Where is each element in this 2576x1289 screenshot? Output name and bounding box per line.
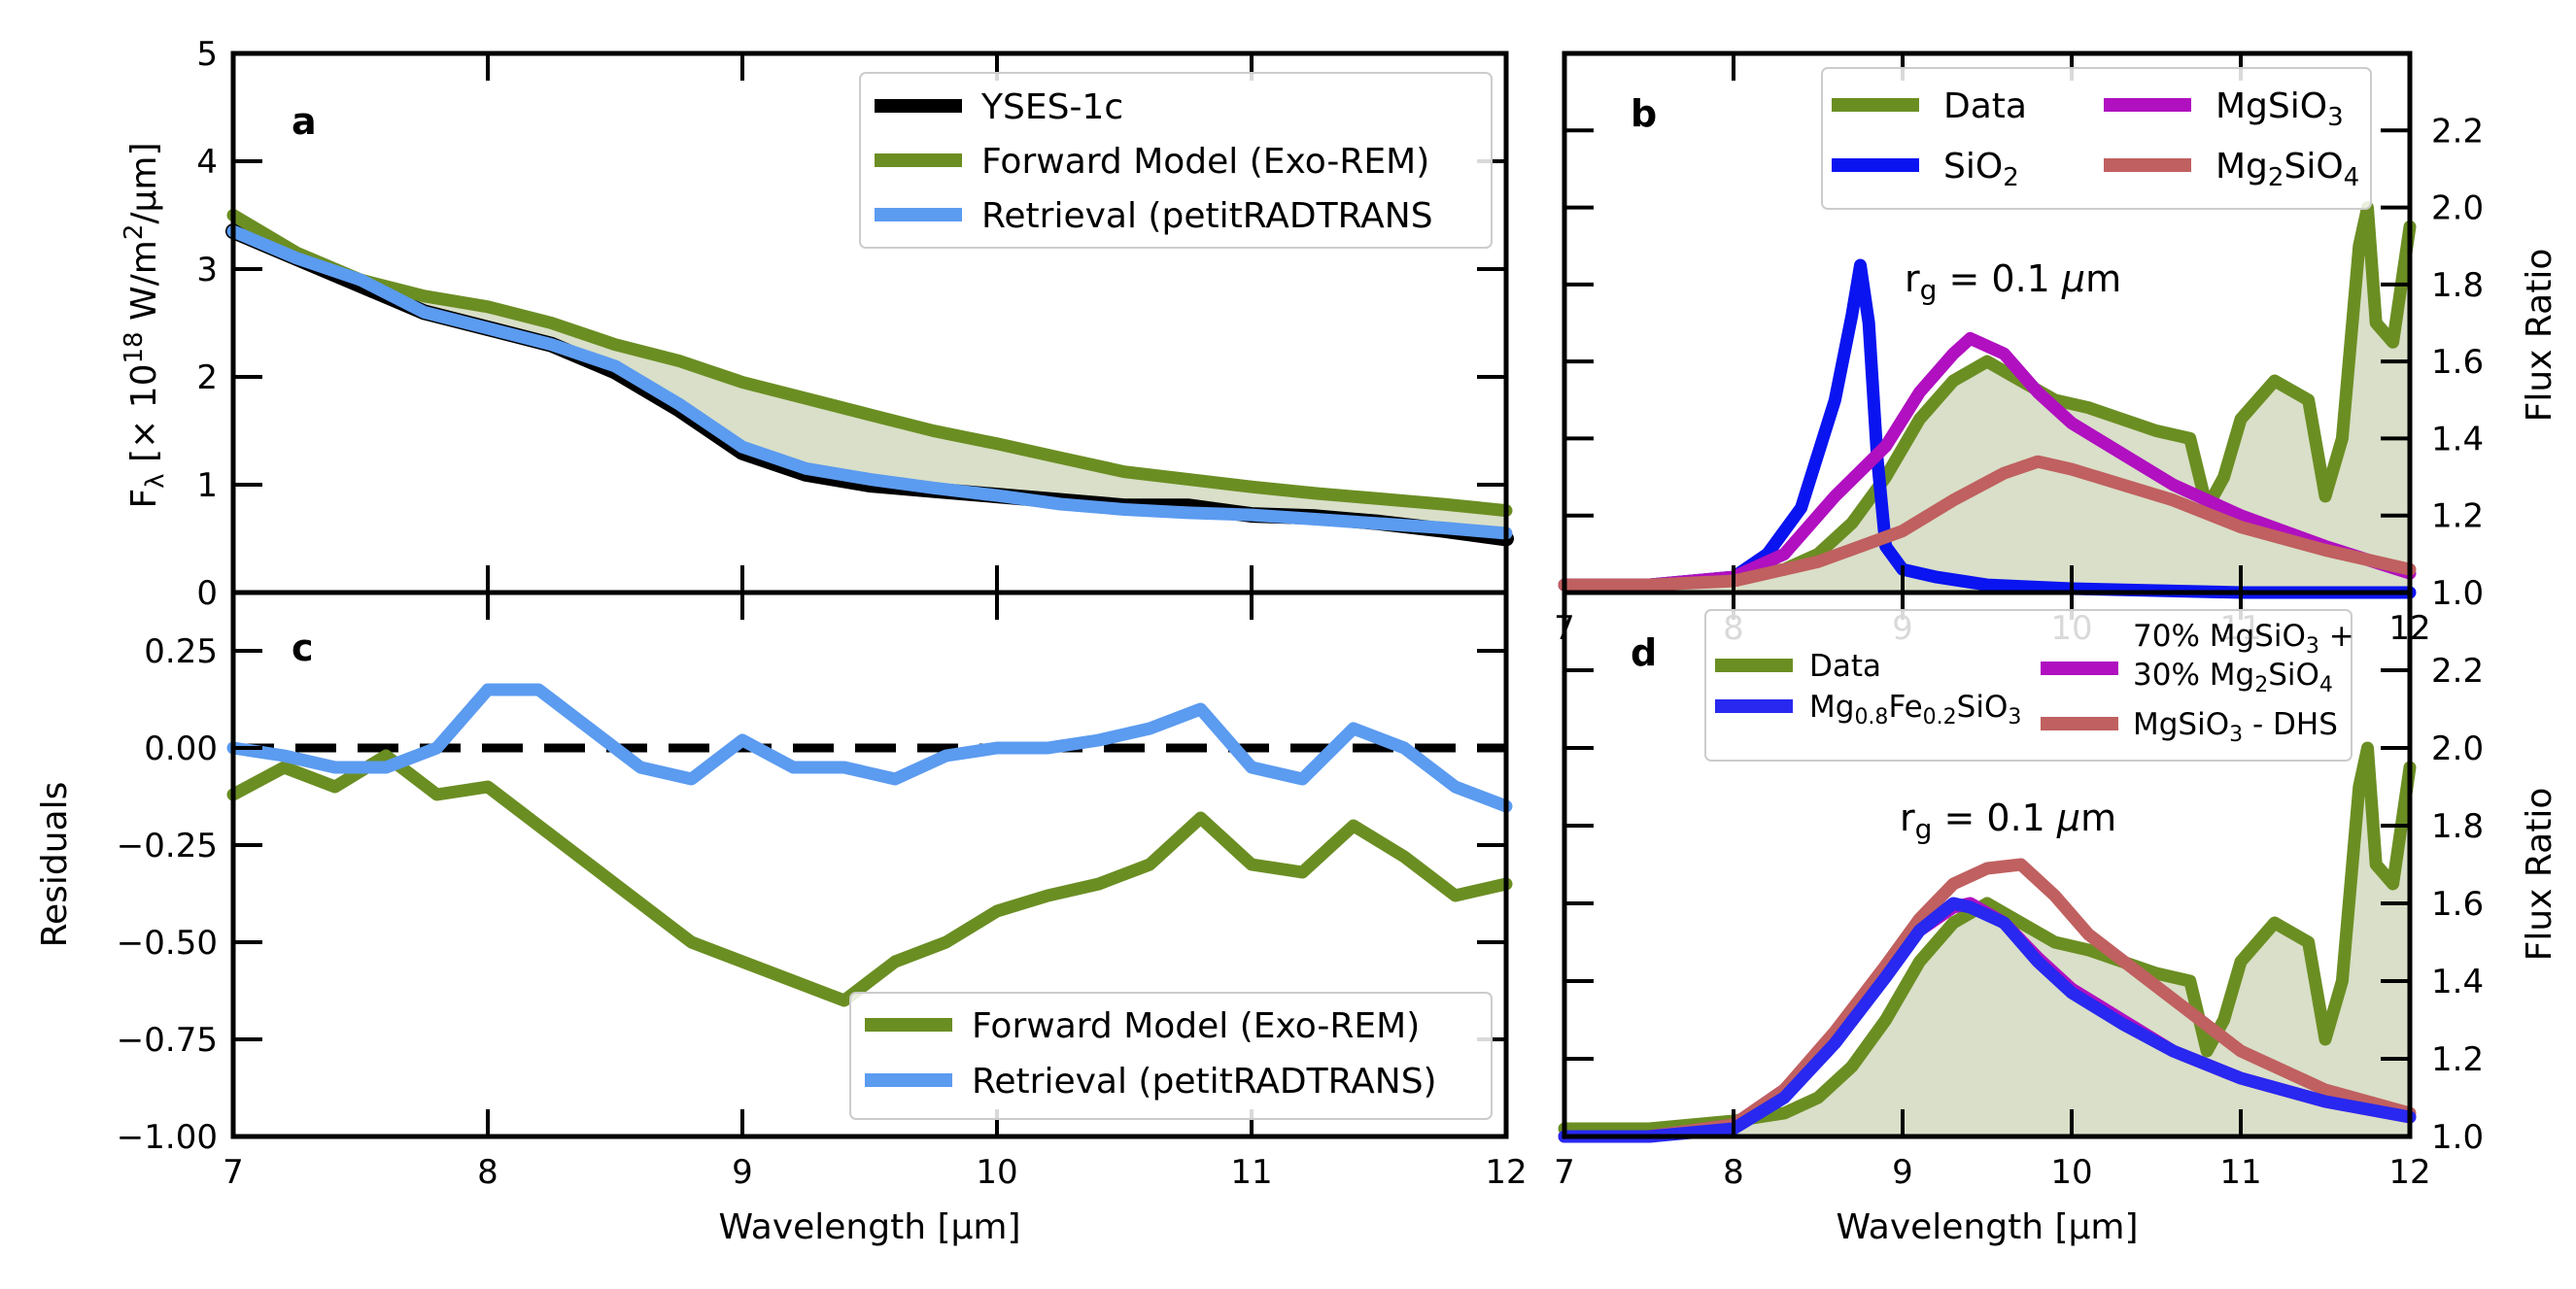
panel-b-legend: Data SiO2 MgSiO3 Mg2SiO4	[1821, 67, 2372, 210]
panel-d-ticks: 1.0 1.2 1.4 1.6 1.8 2.0 2.2 7 8 9 10 11 12	[1554, 593, 2484, 1192]
panel-a-letter: a	[292, 100, 317, 143]
panel-c-xtick-label: 11	[1230, 1153, 1272, 1192]
panel-d-ylabel: Flux Ratio	[2520, 788, 2559, 962]
panel-b-ytick-label: 2.0	[2431, 189, 2484, 228]
panel-c-ticks: −1.00 −0.75 −0.50 −0.25 0.00 0.25 7 8 9 10 11 12	[117, 593, 1528, 1192]
panel-c-ylabel: Residuals	[35, 782, 75, 948]
panel-d-xtick-label: 11	[2219, 1153, 2261, 1192]
panel-d-ytick-label: 1.2	[2431, 1040, 2484, 1079]
panel-b-ylabel: Flux Ratio	[2520, 249, 2559, 423]
panel-c-xtick-label: 8	[477, 1153, 498, 1192]
panel-c-xtick-label: 7	[223, 1153, 244, 1192]
panel-b-ytick-label: 1.2	[2431, 497, 2484, 536]
legend-label-dhs: MgSiO3 - DHS	[2133, 707, 2338, 747]
panel-d-frame	[1562, 590, 2413, 1139]
panel-b-ytick-label: 1.0	[2431, 574, 2484, 613]
panel-c-ytick-label: −0.75	[117, 1021, 218, 1060]
legend-label-mgsio3: MgSiO3	[2215, 86, 2344, 132]
legend-label-retrieval-resid: Retrieval (petitRADTRANS)	[972, 1062, 1437, 1102]
panel-b-letter: b	[1631, 92, 1657, 135]
panel-d-ytick-label: 1.4	[2431, 963, 2484, 1001]
panel-d-xtick-label: 12	[2388, 1153, 2430, 1192]
panel-d-plot-area	[1558, 741, 2417, 1143]
panel-d-annotation: rg = 0.1 μm	[1900, 797, 2116, 845]
panel-c: −1.00−0.75−0.50−0.250.000.257 8 9 10 11 12 c …	[35, 590, 1528, 1247]
panel-c-ytick-label: −1.00	[117, 1118, 218, 1157]
panel-a-ytick-label: 3	[196, 251, 218, 289]
panel-d-series-mgfe	[1558, 897, 2417, 1143]
panel-c-xtick-label: 9	[732, 1153, 753, 1192]
panel-b-ytick-label: 1.4	[2431, 420, 2484, 458]
panel-c-xlabel: Wavelength [μm]	[718, 1207, 1020, 1247]
panel-b-ytick-label: 2.2	[2431, 112, 2484, 151]
panel-b-ytick-label: 1.6	[2431, 343, 2484, 382]
panel-c-ytick-label: −0.25	[117, 827, 218, 865]
panel-b-series-mg2sio4	[1558, 455, 2417, 592]
panel-d-legend-box	[1704, 609, 2353, 762]
panel-d-ytick-label: 2.2	[2431, 652, 2484, 691]
panel-b-annotation: rg = 0.1 μm	[1905, 257, 2121, 306]
panel-c-frame	[230, 590, 1509, 1139]
panel-a-ytick-label: 5	[196, 35, 218, 74]
panel-d-xtick-label: 9	[1892, 1153, 1913, 1192]
legend-label-mg2sio4: Mg2SiO4	[2215, 147, 2359, 192]
legend-label-mgfe: Mg0.8Fe0.2SiO3	[1809, 690, 2021, 729]
panel-d-xtick-label: 7	[1554, 1153, 1575, 1192]
panel-c-ytick-label: 0.25	[144, 632, 218, 671]
legend-label-forward: Forward Model (Exo-REM)	[981, 142, 1429, 182]
panel-d-legend: Data Mg0.8Fe0.2SiO3 70% MgSiO3 + 30% Mg2…	[1704, 609, 2354, 762]
panel-c-ytick-label: 0.00	[144, 729, 218, 768]
panel-c-xtick-label: 10	[976, 1153, 1017, 1192]
legend-label-mix-line2: 30% Mg2SiO4	[2133, 658, 2333, 697]
panel-a-series-forward	[226, 209, 1513, 518]
panel-c-legend-box	[849, 992, 1493, 1120]
panel-a-series-retrieval	[226, 224, 1513, 540]
panel-b-series-mgsio3	[1558, 331, 2417, 592]
panel-c-plot-area	[226, 683, 1513, 1007]
panel-b-ytick-label: 1.8	[2431, 266, 2484, 305]
panel-a-ylabel: Fλ [× 1018 W/m2/μm]	[120, 142, 170, 508]
panel-a-plot-area	[225, 209, 1514, 547]
panel-d-ytick-label: 2.0	[2431, 729, 2484, 768]
panel-c-letter: c	[292, 627, 314, 669]
legend-label-sio2: SiO2	[1943, 147, 2019, 192]
panel-c-series-forward_resid	[226, 749, 1513, 1007]
panel-d-xtick-label: 10	[2050, 1153, 2092, 1192]
panel-a-ytick-label: 2	[196, 358, 218, 397]
legend-label-forward-resid: Forward Model (Exo-REM)	[972, 1006, 1420, 1046]
legend-label-mix-line1: 70% MgSiO3 +	[2133, 619, 2354, 659]
panel-d-xlabel: Wavelength [μm]	[1836, 1207, 2138, 1247]
panel-a-ytick-label: 0	[196, 574, 218, 613]
legend-label-data-b: Data	[1943, 86, 2027, 126]
panel-a: 0 1 2 3 4 5 a Fλ [× 1018 W/m2/μm] YSES-1c For…	[120, 35, 1514, 613]
panel-c-ytick-label: −0.50	[117, 924, 218, 963]
panel-c-series-retrieval_resid	[226, 683, 1513, 813]
panel-d-letter: d	[1631, 631, 1657, 674]
panel-d-xtick-label: 8	[1723, 1153, 1744, 1192]
panel-b-legend-box	[1821, 67, 2372, 210]
panel-d: 1.0 1.2 1.4 1.6 1.8 2.0 2.2 7 8 9 10 11 12 d Flux Ra…	[1554, 590, 2559, 1247]
legend-label-data-d: Data	[1809, 649, 1881, 684]
panel-b-plot-area	[1558, 201, 2417, 599]
panel-d-ytick-label: 1.8	[2431, 807, 2484, 846]
panel-c-xtick-label: 12	[1485, 1153, 1527, 1192]
panel-a-legend: YSES-1c Forward Model (Exo-REM) Retrieva…	[859, 72, 1493, 249]
legend-label-observed: YSES-1c	[980, 87, 1123, 127]
panel-a-ytick-label: 4	[196, 143, 218, 182]
panel-b-series-data	[1558, 201, 2417, 592]
panel-d-ytick-label: 1.0	[2431, 1118, 2484, 1157]
panel-a-legend-box	[859, 72, 1493, 249]
legend-label-retrieval: Retrieval (petitRADTRANS	[981, 196, 1433, 236]
panel-c-legend: Forward Model (Exo-REM) Retrieval (petit…	[849, 992, 1493, 1120]
panel-d-ytick-label: 1.6	[2431, 885, 2484, 924]
panel-a-ytick-label: 1	[196, 466, 218, 505]
